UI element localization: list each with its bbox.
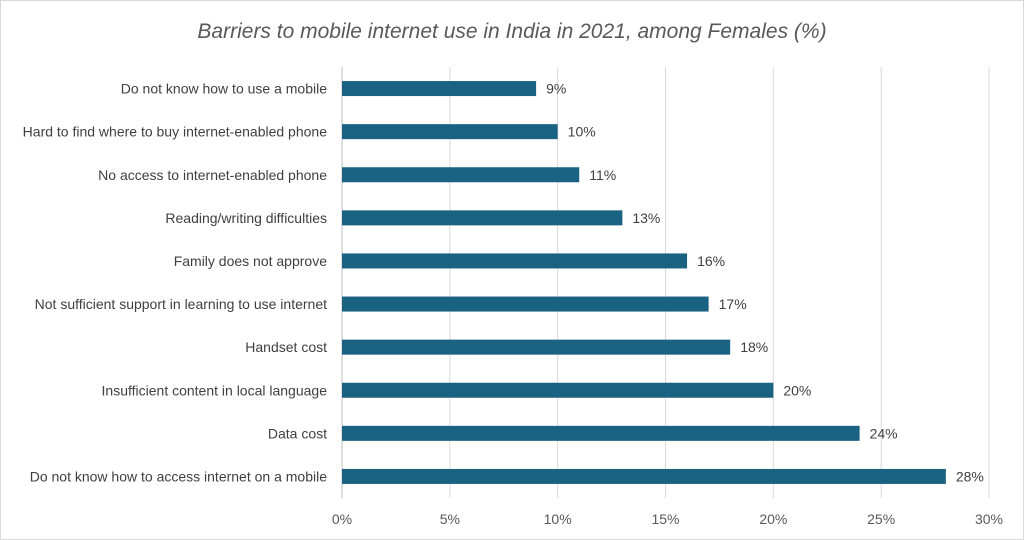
bar[interactable] xyxy=(342,468,946,484)
data-label: 28% xyxy=(956,468,984,484)
data-label: 11% xyxy=(589,167,616,183)
data-label: 10% xyxy=(568,124,596,140)
bar[interactable] xyxy=(342,382,774,398)
data-label: 18% xyxy=(740,339,768,355)
category-label: Reading/writing difficulties xyxy=(165,210,327,226)
x-axis-ticks: 0% 5% 10% 15% 20% 25% 30% xyxy=(332,511,1003,527)
category-labels: Do not know how to use a mobile Hard to f… xyxy=(23,81,328,485)
data-label: 17% xyxy=(719,296,747,312)
data-label: 13% xyxy=(632,210,660,226)
bar[interactable] xyxy=(342,253,688,269)
data-label: 16% xyxy=(697,253,725,269)
x-tick-label: 20% xyxy=(759,511,787,527)
data-label: 20% xyxy=(783,382,811,398)
bar[interactable] xyxy=(342,167,580,183)
x-tick-label: 15% xyxy=(651,511,679,527)
data-label: 24% xyxy=(870,425,898,441)
category-label: Do not know how to access internet on a … xyxy=(30,468,327,484)
category-label: Do not know how to use a mobile xyxy=(121,81,327,97)
x-tick-label: 5% xyxy=(440,511,460,527)
bar[interactable] xyxy=(342,81,537,97)
bars xyxy=(342,81,946,484)
category-label: Data cost xyxy=(268,425,327,441)
bar[interactable] xyxy=(342,425,860,441)
x-tick-label: 30% xyxy=(975,511,1003,527)
chart-title: Barriers to mobile internet use in India… xyxy=(197,20,826,43)
bar[interactable] xyxy=(342,210,623,226)
x-tick-label: 25% xyxy=(867,511,895,527)
bar[interactable] xyxy=(342,339,731,355)
bar[interactable] xyxy=(342,296,709,312)
bar[interactable] xyxy=(342,124,558,140)
data-labels: 9% 10% 11% 13% 16% 17% 18% 20% 24% 28% xyxy=(546,81,984,485)
category-label: Insufficient content in local language xyxy=(102,382,328,398)
category-label: No access to internet-enabled phone xyxy=(98,167,327,183)
category-label: Hard to find where to buy internet-enabl… xyxy=(23,124,328,140)
data-label: 9% xyxy=(546,81,566,97)
category-label: Handset cost xyxy=(245,339,327,355)
x-tick-label: 0% xyxy=(332,511,352,527)
x-tick-label: 10% xyxy=(544,511,572,527)
category-label: Family does not approve xyxy=(174,253,328,269)
category-label: Not sufficient support in learning to us… xyxy=(35,296,327,312)
